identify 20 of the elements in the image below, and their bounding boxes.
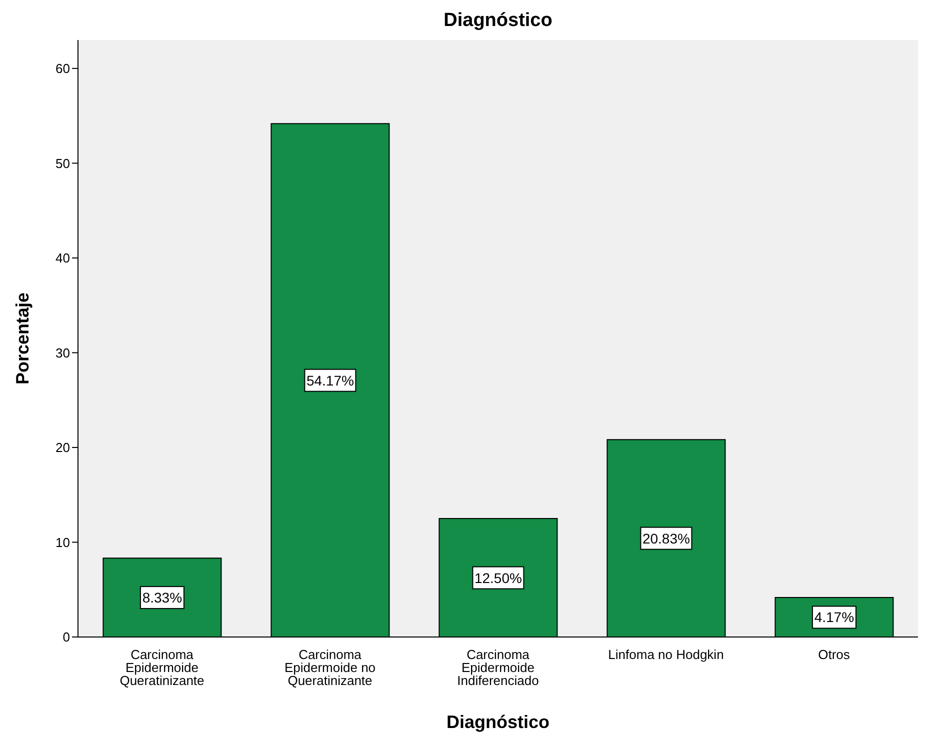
x-tick-label: Carcinoma Epidermoide Queratinizante — [120, 647, 204, 688]
data-label: 54.17% — [306, 372, 354, 388]
x-axis-title: Diagnóstico — [446, 712, 550, 732]
x-tick-label: Otros — [818, 647, 850, 662]
y-tick-label: 60 — [56, 61, 70, 76]
data-label: 20.83% — [642, 530, 690, 546]
y-tick-label: 20 — [56, 440, 70, 456]
y-tick-label: 30 — [56, 345, 70, 360]
x-tick-label: Linfoma no Hodgkin — [608, 647, 724, 662]
x-tick-label: Carcinoma Epidermoide no Queratinizante — [284, 647, 376, 688]
y-tick-label: 0 — [62, 630, 70, 645]
chart-title: Diagnóstico — [442, 10, 554, 32]
y-tick-label: 50 — [56, 156, 70, 171]
x-tick-label: Carcinoma Epidermoide Indiferenciado — [457, 647, 539, 688]
y-tick-label: 10 — [56, 534, 70, 550]
y-tick-label: 40 — [56, 250, 70, 266]
data-label: 8.33% — [142, 590, 182, 606]
data-label: 4.17% — [814, 609, 854, 626]
data-label: 12.50% — [474, 570, 522, 586]
y-axis-title: Porcentaje — [12, 292, 32, 385]
